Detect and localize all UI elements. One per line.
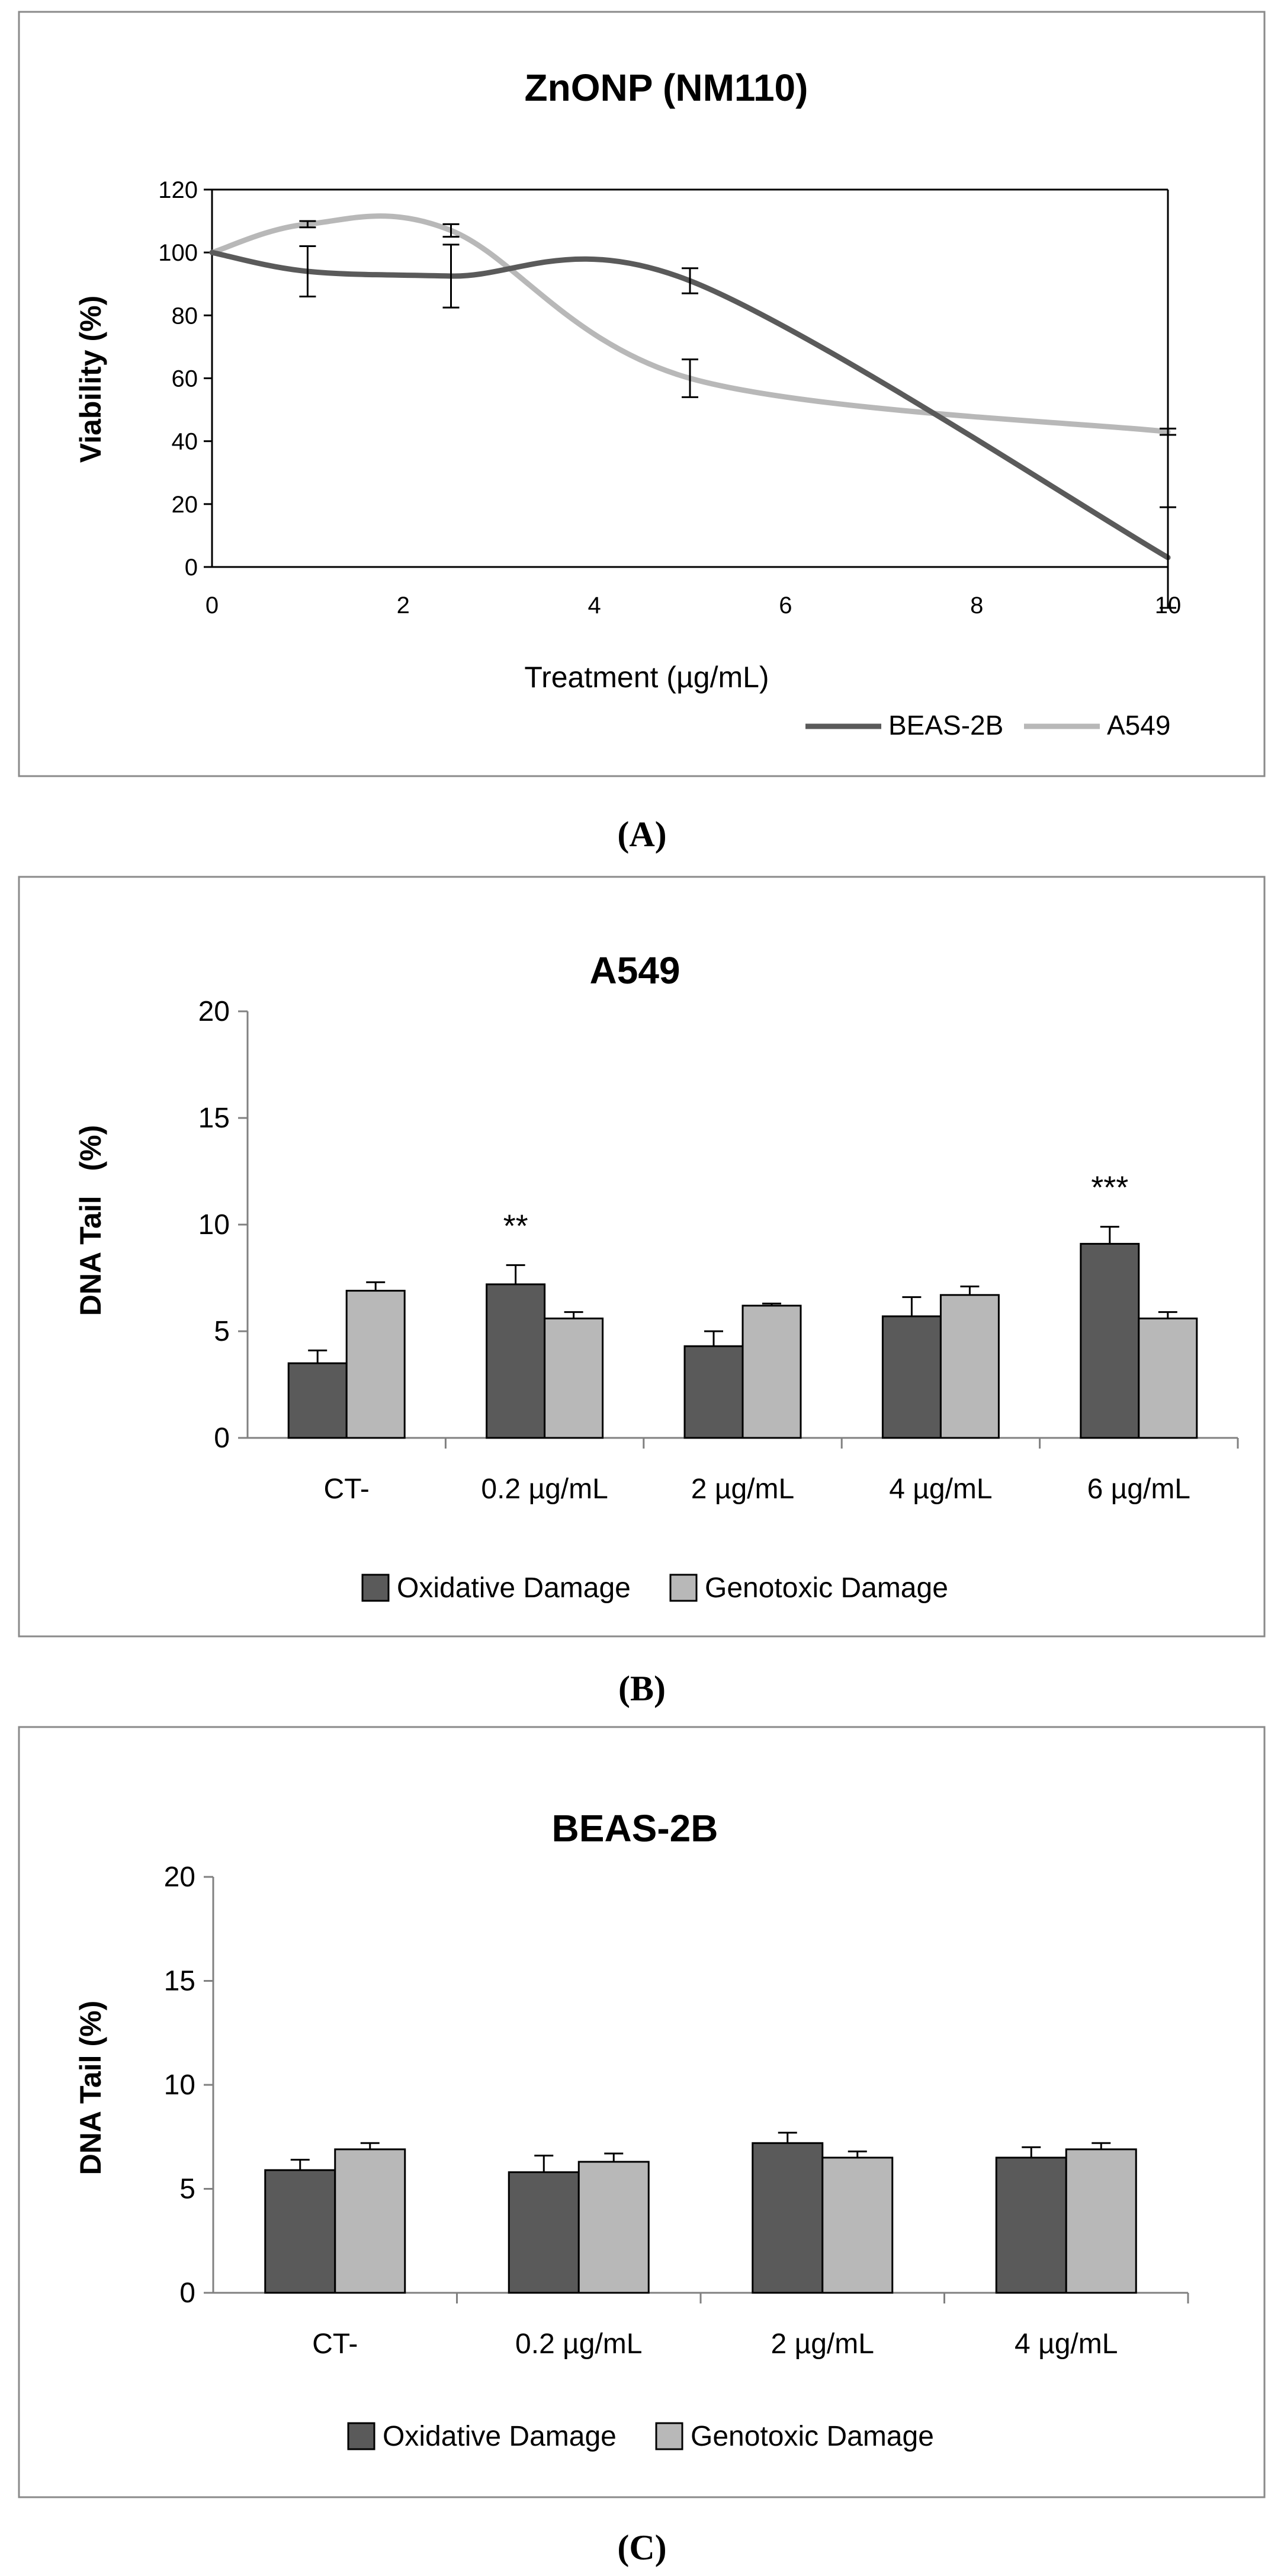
y-tick-label: 0 (185, 555, 198, 581)
legend-label-beas-2b: BEAS-2B (888, 710, 1003, 741)
x-tick-label: 0.2 µg/mL (481, 1473, 608, 1505)
bar-oxidative-damage (287, 1362, 348, 1439)
x-tick-label: 6 µg/mL (1087, 1473, 1190, 1505)
y-tick-label: 10 (198, 1209, 230, 1241)
y-tick-label: 5 (214, 1316, 230, 1347)
x-tick-label: 0 (206, 592, 219, 619)
x-tick-label: CT- (324, 1473, 370, 1505)
y-tick-label: 0 (214, 1422, 230, 1454)
bar-oxidative-damage (508, 2171, 580, 2294)
x-tick-label: 4 (588, 592, 601, 619)
chart-b-title: A549 (590, 949, 680, 992)
x-tick-label: 4 µg/mL (1015, 2328, 1118, 2360)
chart-c-frame (18, 1726, 1266, 2498)
chart-a-frame (18, 11, 1266, 777)
bar-genotoxic-damage (345, 1290, 406, 1439)
significance-annotation: ** (503, 1208, 528, 1244)
panel-label-a: (A) (617, 815, 666, 854)
bar-genotoxic-damage (1065, 2148, 1137, 2294)
chart-a-title: ZnONP (NM110) (525, 66, 808, 109)
chart-b-plot: 0 5 10 15 20 CT- 0.2 µg/mL 2 µg/mL 4 µg/mL 6 µg/m… (198, 996, 1239, 1604)
chart-a-ylabel: Viability (%) (74, 296, 107, 463)
y-tick-label: 100 (158, 240, 198, 266)
legend-label-oxidative-damage: Oxidative Damage (383, 2421, 617, 2452)
x-tick-label: CT- (312, 2328, 358, 2360)
y-tick-label: 15 (198, 1103, 230, 1134)
bar-genotoxic-damage (939, 1294, 1000, 1439)
bar-genotoxic-damage (741, 1305, 802, 1439)
x-tick-label: 2 µg/mL (771, 2328, 874, 2360)
panel-label-b: (B) (618, 1669, 666, 1708)
bar-oxidative-damage (752, 2142, 824, 2294)
bar-genotoxic-damage (544, 1317, 604, 1439)
legend-swatch-oxidative-damage (361, 1574, 390, 1602)
bar-oxidative-damage (881, 1315, 942, 1439)
y-tick-label: 10 (164, 2069, 195, 2101)
panel-label-c: (C) (617, 2528, 666, 2567)
y-tick-label: 5 (179, 2174, 195, 2205)
chart-c-plot: 0 5 10 15 20 CT- 0.2 µg/mL 2 µg/mL 4 µg/mL Oxidat… (164, 1861, 1189, 2452)
bar-genotoxic-damage (1138, 1317, 1198, 1439)
chart-b-ylabel: DNA Tail (%) (74, 1125, 107, 1316)
x-tick-label: 2 µg/mL (691, 1473, 794, 1505)
chart-c-title: BEAS-2B (552, 1807, 718, 1850)
chart-b-frame (18, 876, 1266, 1638)
y-tick-label: 120 (158, 177, 198, 203)
chart-a-xlabel: Treatment (µg/mL) (524, 661, 769, 694)
x-tick-label: 8 (970, 592, 983, 619)
significance-annotation: *** (1091, 1170, 1128, 1206)
y-tick-label: 40 (172, 429, 198, 455)
x-tick-label: 2 (397, 592, 410, 619)
y-tick-label: 60 (172, 366, 198, 392)
y-tick-label: 20 (172, 492, 198, 518)
bar-oxidative-damage (1080, 1242, 1140, 1439)
y-tick-label: 15 (164, 1966, 195, 1997)
y-tick-label: 0 (179, 2277, 195, 2309)
legend-label-genotoxic-damage: Genotoxic Damage (691, 2421, 934, 2452)
bar-oxidative-damage (264, 2169, 336, 2294)
bar-oxidative-damage (995, 2157, 1067, 2294)
bar-genotoxic-damage (821, 2157, 894, 2294)
bar-oxidative-damage (486, 1283, 546, 1439)
y-tick-label: 20 (198, 996, 230, 1027)
x-tick-label: 0.2 µg/mL (515, 2328, 642, 2360)
y-tick-label: 20 (164, 1861, 195, 1893)
legend-label-oxidative-damage: Oxidative Damage (397, 1572, 631, 1604)
legend-swatch-genotoxic-damage (655, 2422, 683, 2450)
x-tick-label: 4 µg/mL (889, 1473, 992, 1505)
legend-label-a549: A549 (1107, 710, 1170, 741)
legend-swatch-genotoxic-damage (669, 1574, 698, 1602)
x-tick-label: 6 (779, 592, 792, 619)
bar-genotoxic-damage (577, 2161, 650, 2294)
chart-c-ylabel: DNA Tail (%) (74, 2001, 107, 2175)
y-tick-label: 80 (172, 303, 198, 329)
legend-swatch-oxidative-damage (347, 2422, 375, 2450)
bar-genotoxic-damage (334, 2148, 406, 2294)
legend-label-genotoxic-damage: Genotoxic Damage (705, 1572, 948, 1604)
bar-oxidative-damage (683, 1345, 744, 1439)
